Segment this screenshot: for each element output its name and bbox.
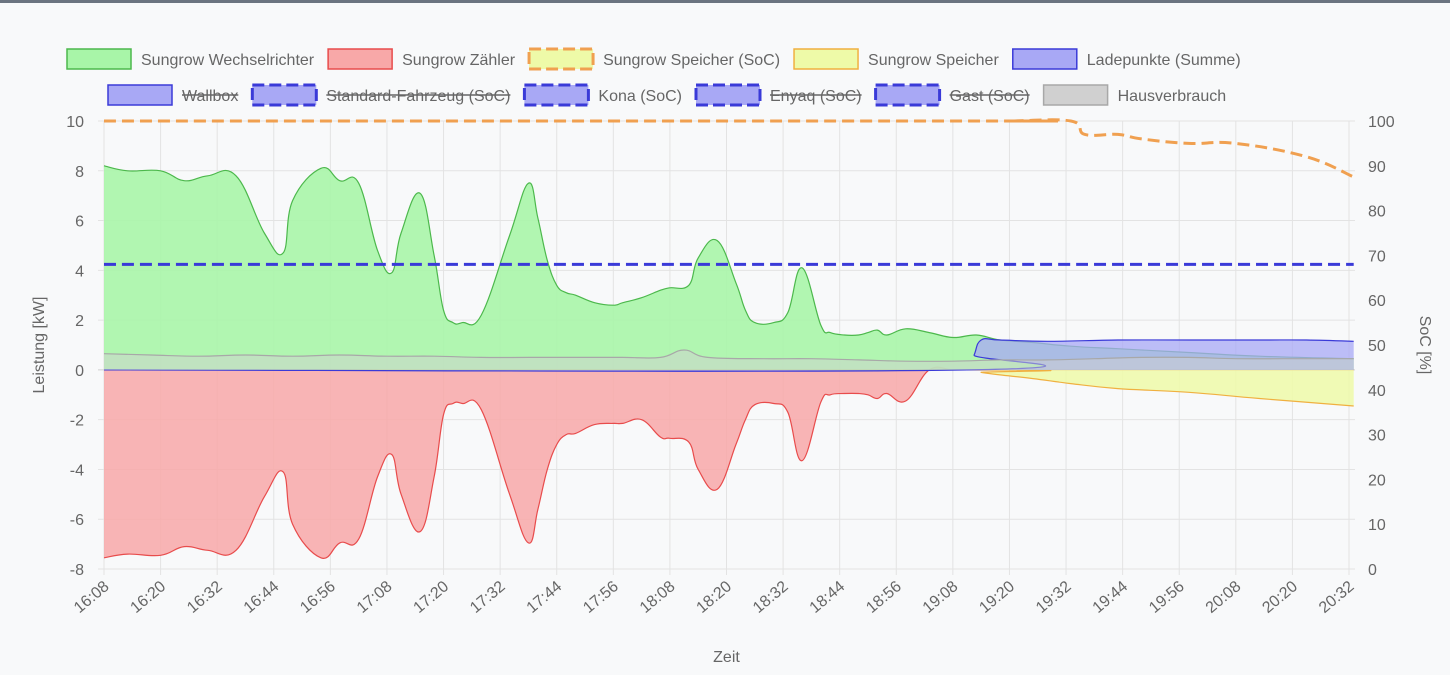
legend-label-sungrow-speicher: Sungrow Speicher — [868, 52, 999, 69]
legend-swatch-ladepunkte-summe — [1012, 48, 1078, 70]
legend-label-hausverbrauch: Hausverbrauch — [1118, 88, 1227, 105]
legend-label-enyaq-soc: Enyaq (SoC) — [770, 88, 862, 105]
legend-label-ladepunkte-summe: Ladepunkte (Summe) — [1087, 52, 1241, 69]
legend-swatch-kona-soc — [522, 83, 590, 107]
y2-tick-label: 20 — [1368, 472, 1386, 489]
x-tick-label: 18:44 — [807, 578, 849, 617]
x-tick-label: 19:08 — [920, 578, 962, 617]
y2-tick-label: 40 — [1368, 383, 1386, 400]
series-line-hausverbrauch — [103, 349, 1354, 362]
legend-swatch-sungrow-wechselrichter — [66, 48, 132, 70]
x-tick-label: 16:44 — [241, 578, 283, 617]
y2-axis-title: SoC [%] — [1416, 316, 1433, 375]
x-tick-label: 17:32 — [467, 578, 509, 617]
x-tick-label: 17:56 — [580, 578, 622, 617]
x-tick-label: 20:20 — [1259, 578, 1301, 617]
legend-swatch-wallbox — [107, 84, 173, 106]
y-tick-label: 6 — [75, 214, 84, 231]
y2-tick-label: 70 — [1368, 248, 1386, 265]
series-line-ladepunkte-summe — [103, 338, 1354, 372]
x-tick-label: 20:08 — [1203, 578, 1245, 617]
legend-label-gast-soc: Gast (SoC) — [950, 88, 1030, 105]
y-tick-label: 4 — [75, 263, 84, 280]
x-tick-label: 17:44 — [524, 578, 566, 617]
series-line-sungrow-speicher-soc — [103, 118, 1355, 179]
legend-swatch-sungrow-speicher — [793, 48, 859, 70]
y-tick-label: 2 — [75, 313, 84, 330]
y-axis-title: Leistung [kW] — [31, 297, 48, 394]
legend-swatch-enyaq-soc — [694, 83, 762, 107]
legend-swatch-hausverbrauch — [1042, 84, 1109, 106]
legend-label-sungrow-wechselrichter: Sungrow Wechselrichter — [141, 52, 315, 69]
x-tick-label: 16:56 — [297, 578, 339, 617]
x-tick-label: 19:20 — [976, 578, 1018, 617]
series-area-sungrow-wechselrichter — [104, 165, 1354, 370]
y-tick-label: 10 — [66, 114, 84, 131]
y-tick-label: 0 — [75, 363, 84, 380]
y2-tick-label: 100 — [1368, 114, 1395, 131]
y2-tick-label: 80 — [1368, 204, 1386, 221]
legend-swatch-gast-soc — [874, 83, 942, 107]
legend-swatch-sungrow-speicher-soc — [527, 47, 595, 71]
legend-label-sungrow-speicher-soc: Sungrow Speicher (SoC) — [603, 52, 780, 69]
series-line-sungrow-wechselrichter — [103, 165, 1354, 360]
y-tick-label: -6 — [70, 512, 84, 529]
x-tick-label: 18:20 — [693, 578, 735, 617]
y2-tick-label: 30 — [1368, 428, 1386, 445]
y-tick-label: -4 — [70, 462, 84, 479]
series-area-sungrow-speicher — [104, 369, 1354, 406]
x-tick-label: 18:56 — [863, 578, 905, 617]
top-border — [0, 0, 1450, 3]
legend-label-standard-fahrzeug-soc: Standard-Fahrzeug (SoC) — [326, 88, 510, 105]
x-tick-label: 17:20 — [411, 578, 453, 617]
y2-tick-label: 0 — [1368, 562, 1377, 579]
x-tick-label: 20:32 — [1316, 578, 1358, 617]
y-tick-label: 8 — [75, 164, 84, 181]
legend-swatch-standard-fahrzeug-soc — [250, 83, 318, 107]
y2-tick-label: 60 — [1368, 293, 1386, 310]
x-tick-label: 17:08 — [354, 578, 396, 617]
series-area-hausverbrauch — [104, 350, 1354, 370]
x-tick-label: 18:08 — [637, 578, 679, 617]
series-line-sungrow-z-hler — [103, 366, 1354, 559]
x-tick-label: 16:20 — [128, 578, 170, 617]
y2-tick-label: 90 — [1368, 159, 1386, 176]
x-tick-label: 16:32 — [184, 578, 226, 617]
x-tick-label: 19:32 — [1033, 578, 1075, 617]
x-axis-title: Zeit — [713, 649, 740, 666]
legend-label-sungrow-z-hler: Sungrow Zähler — [402, 52, 516, 69]
y2-tick-label: 50 — [1368, 338, 1386, 355]
series-area-sungrow-z-hler — [104, 367, 1354, 559]
y2-tick-label: 10 — [1368, 517, 1386, 534]
legend-label-wallbox: Wallbox — [182, 88, 238, 105]
y-tick-label: -8 — [70, 562, 84, 579]
x-tick-label: 19:44 — [1090, 578, 1132, 617]
legend-label-kona-soc: Kona (SoC) — [598, 88, 682, 105]
x-tick-label: 18:32 — [750, 578, 792, 617]
x-tick-label: 19:56 — [1146, 578, 1188, 617]
legend-swatch-sungrow-z-hler — [327, 48, 393, 70]
y-tick-label: -2 — [70, 413, 84, 430]
x-tick-label: 16:08 — [71, 578, 113, 617]
